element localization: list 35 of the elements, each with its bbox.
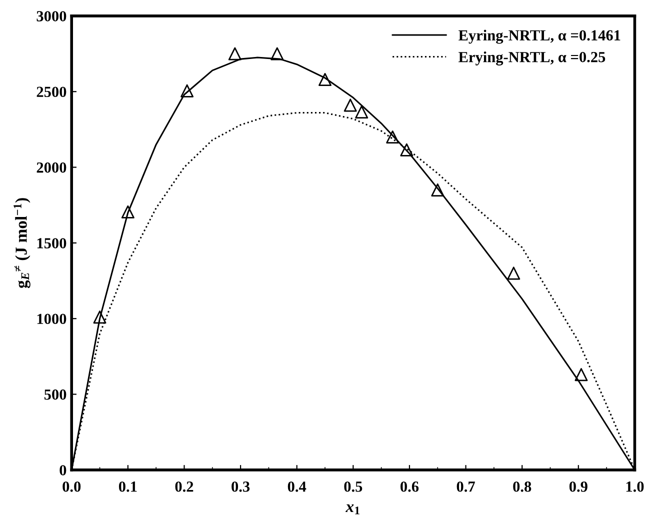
point bbox=[228, 47, 242, 60]
x-tick-label: 0.2 bbox=[175, 481, 194, 492]
x-tick-label: 0.4 bbox=[288, 481, 306, 492]
point bbox=[344, 98, 357, 112]
y-tick-label: 2500 bbox=[36, 86, 66, 98]
point bbox=[574, 368, 588, 382]
x-tick-label: 0.3 bbox=[232, 481, 250, 492]
y-tick-label: 3000 bbox=[36, 11, 66, 22]
y-tick-label: 500 bbox=[44, 389, 66, 400]
x-tick-label: 0.9 bbox=[569, 481, 588, 492]
x-tick-label: 0.7 bbox=[456, 481, 475, 492]
x-tick-label: 0.5 bbox=[344, 481, 362, 492]
point bbox=[121, 205, 134, 218]
point bbox=[400, 143, 414, 156]
point bbox=[507, 266, 520, 280]
x-axis-title: x$_{1}$ bbox=[346, 504, 360, 514]
point bbox=[431, 183, 444, 196]
x-tick-label: 0.8 bbox=[513, 481, 532, 492]
y-tick-label: 1500 bbox=[37, 238, 66, 248]
point bbox=[93, 310, 106, 324]
legend-label: Eyring-NRTL, α =0.1461 bbox=[458, 30, 620, 44]
point bbox=[318, 72, 332, 86]
y-axis-title: g$_{E}$$^{≠}$ (J mol$^{−1}$) bbox=[14, 198, 30, 288]
point bbox=[386, 130, 400, 144]
y-tick-label: 0 bbox=[60, 465, 66, 476]
x-tick-label: 0.1 bbox=[118, 481, 137, 492]
point bbox=[270, 47, 284, 60]
x-tick-label: 1.0 bbox=[626, 481, 644, 492]
x-tick-label: 0.0 bbox=[62, 481, 81, 492]
point bbox=[355, 106, 368, 119]
y-tick-label: 2000 bbox=[36, 162, 66, 173]
legend-label: Erying-NRTL, α =0.25 bbox=[458, 51, 606, 66]
y-tick-label: 1000 bbox=[37, 314, 66, 324]
x-tick-label: 0.6 bbox=[400, 481, 419, 492]
point bbox=[180, 84, 194, 98]
